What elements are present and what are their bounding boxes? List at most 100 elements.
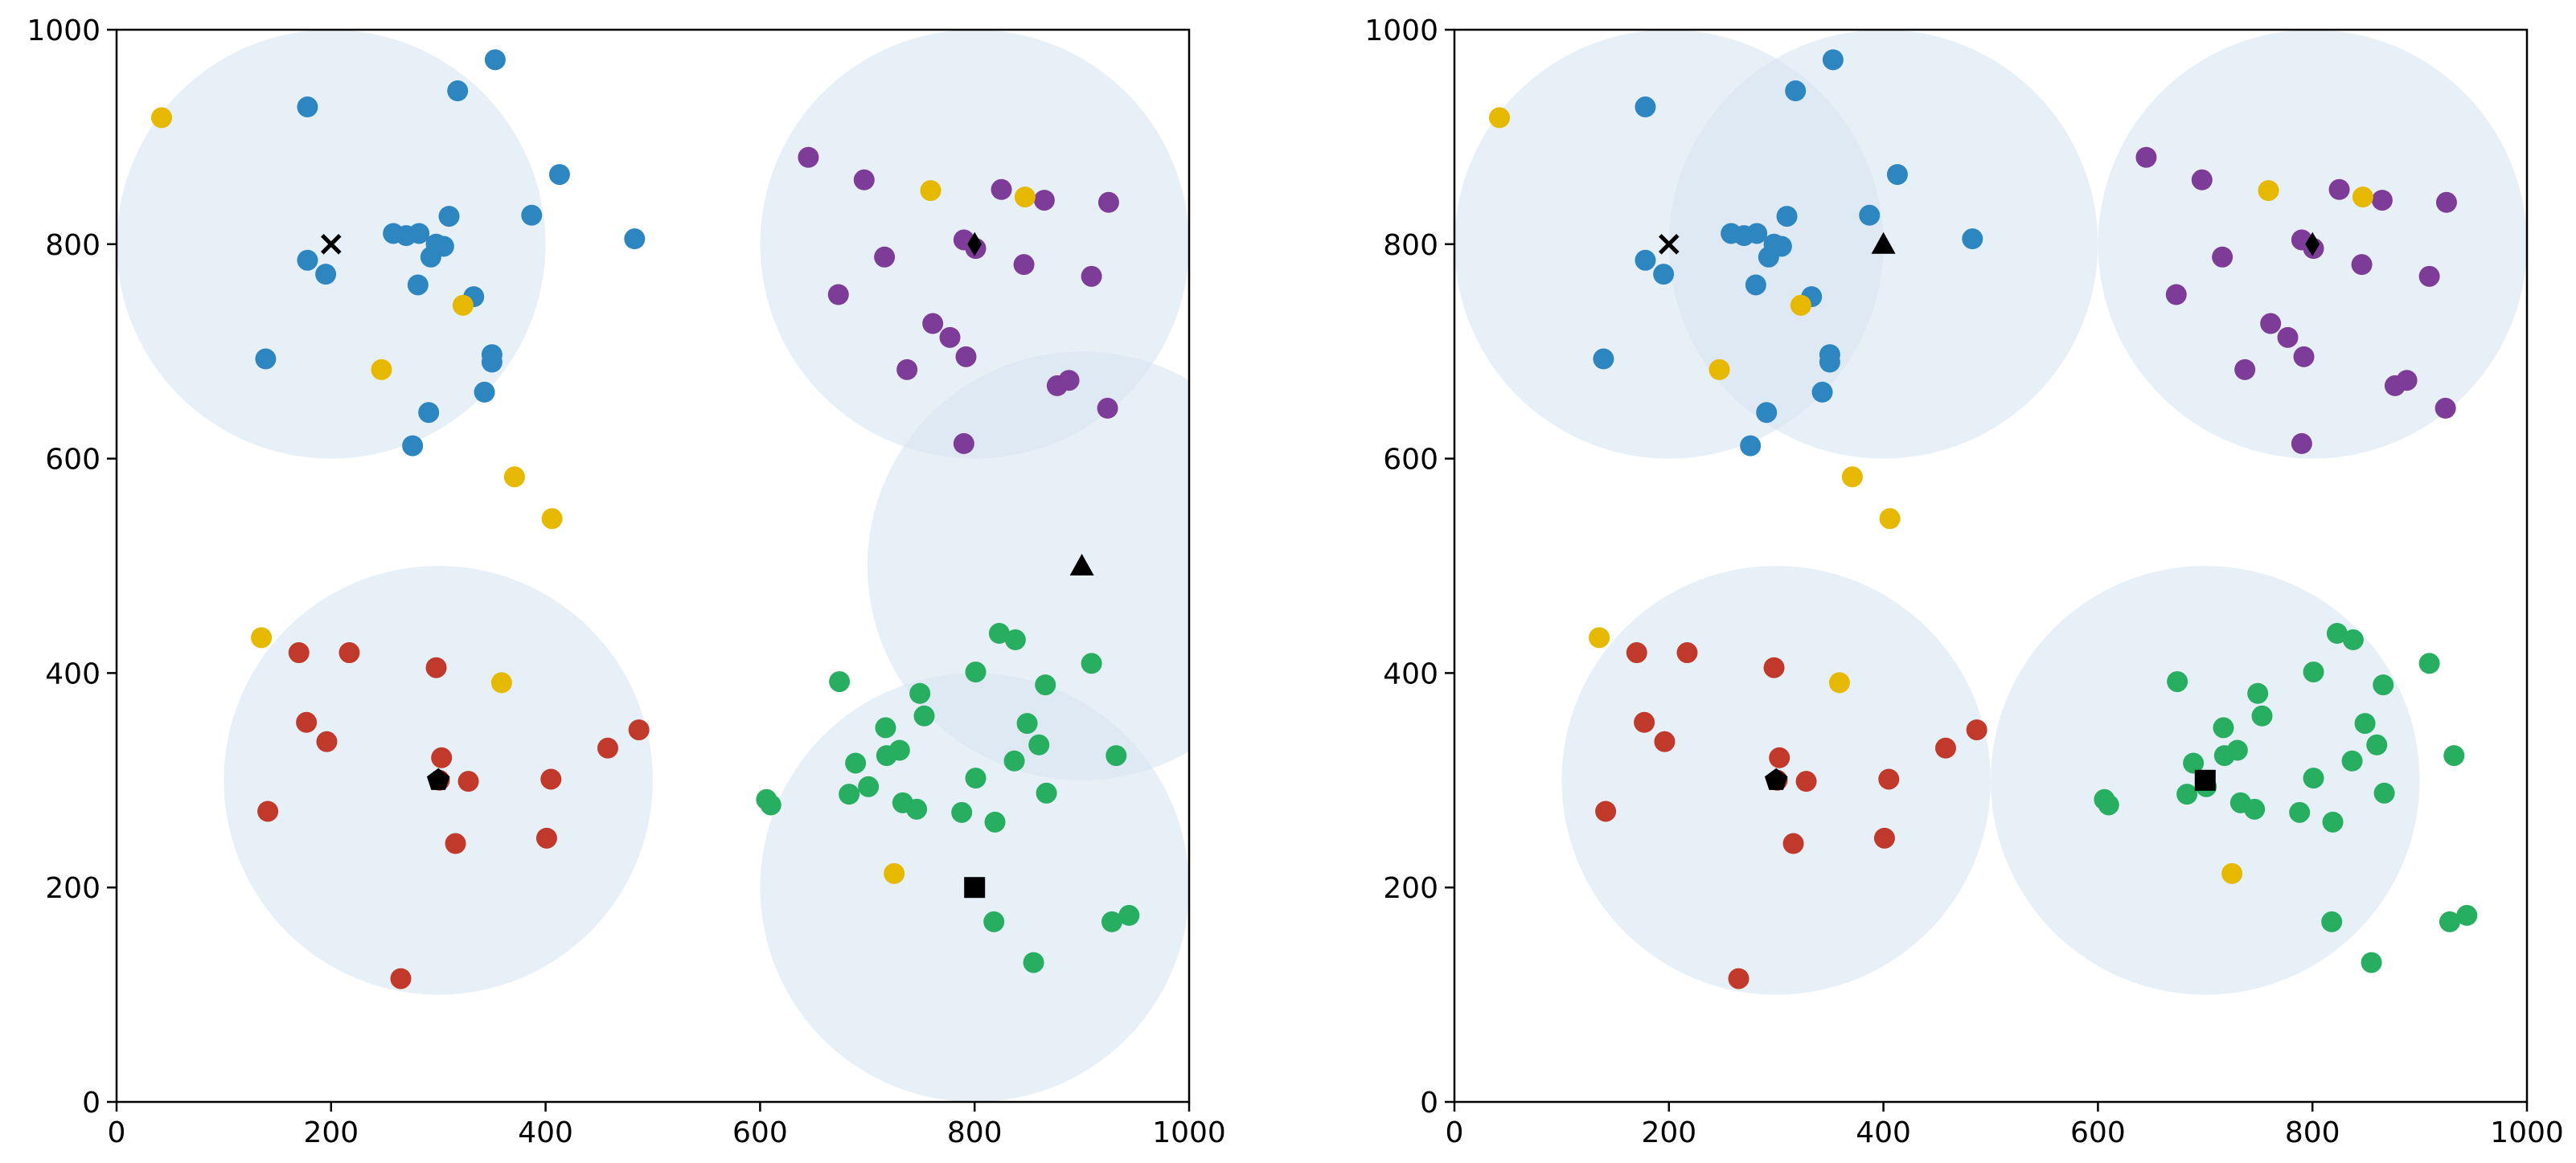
yellow-point	[371, 358, 392, 380]
green-point	[2183, 752, 2205, 774]
blue-point	[420, 246, 441, 268]
purple-point	[2434, 397, 2456, 419]
yellow-point	[251, 627, 273, 649]
red-point	[431, 747, 453, 768]
y-tick-label: 1000	[1364, 14, 1438, 47]
pentagon-center-marker	[1764, 768, 1788, 790]
red-point	[597, 737, 618, 759]
green-point	[906, 798, 928, 820]
green-point	[965, 661, 987, 683]
yellow-point	[2352, 186, 2373, 208]
green-point	[2456, 904, 2478, 926]
purple-point	[991, 178, 1012, 200]
blue-point	[1593, 348, 1614, 370]
yellow-point	[151, 107, 173, 129]
red-point	[257, 801, 279, 822]
blue-point	[1962, 228, 1983, 250]
red-point	[1626, 642, 1647, 664]
blue-point	[315, 264, 337, 285]
center-markers	[1659, 231, 2320, 791]
axes-frame	[115, 28, 1191, 1104]
red-point	[445, 833, 466, 854]
green-point	[2213, 717, 2234, 739]
green-point	[2244, 798, 2266, 820]
yellow-point	[1489, 107, 1511, 129]
green-point	[1035, 674, 1056, 696]
purple-point	[955, 346, 977, 367]
yellow-point	[1708, 358, 1730, 380]
axis-ticks: 0 200 400 600 800 1000 0 200 400 600 800 1000	[1364, 14, 2563, 1149]
green-point	[2354, 713, 2376, 735]
y-tick-label: 600	[45, 444, 100, 477]
green-point	[2303, 768, 2324, 789]
blue-point	[474, 381, 495, 403]
purple-point	[2212, 246, 2233, 268]
green-point	[2341, 750, 2363, 772]
blue-point	[1819, 351, 1840, 373]
yellow-point	[490, 672, 512, 694]
green-point	[2342, 629, 2364, 651]
blue-point	[624, 228, 646, 250]
blue-point	[1745, 274, 1766, 296]
purple-point	[827, 284, 849, 305]
red-point	[1676, 642, 1698, 664]
purple-point	[1097, 191, 1119, 213]
blue-point	[1811, 381, 1833, 403]
blue-point	[1635, 96, 1656, 118]
y-tick-label: 400	[45, 657, 100, 690]
green-point	[965, 768, 987, 789]
red-point	[1966, 719, 1987, 741]
green-point	[2439, 911, 2460, 932]
purple-point	[2435, 191, 2457, 213]
red-point	[1763, 657, 1785, 678]
purple-point	[1081, 265, 1102, 287]
coverage-circles	[117, 30, 1189, 1102]
purple-point	[2165, 284, 2187, 305]
red-point	[1878, 768, 1900, 790]
green-point	[913, 705, 935, 727]
axes-frame	[1453, 28, 2529, 1104]
purple-point	[2328, 178, 2350, 200]
blue-point	[1886, 164, 1908, 186]
red-point	[1873, 827, 1895, 849]
x-tick-label: 0	[108, 1116, 126, 1149]
blue-point	[1635, 249, 1656, 271]
green-point	[1101, 911, 1122, 932]
green-point	[951, 801, 973, 823]
yellow-point	[1828, 672, 1850, 694]
blue-point	[1653, 264, 1675, 285]
green-point	[988, 623, 1010, 645]
green-point	[2373, 674, 2394, 696]
blue-point	[548, 164, 570, 186]
green-point	[2443, 745, 2465, 767]
green-point	[909, 682, 931, 704]
green-point	[2213, 745, 2235, 767]
x-tick-label: 1000	[1152, 1116, 1226, 1149]
blue-point	[1859, 204, 1881, 226]
green-point	[876, 745, 897, 767]
green-point	[1004, 629, 1026, 651]
x-tick-label: 800	[2285, 1116, 2340, 1149]
red-point	[1795, 771, 1817, 792]
red-point	[457, 771, 479, 792]
green-point	[2247, 682, 2269, 704]
green-point	[2251, 705, 2273, 727]
green-point	[845, 752, 867, 774]
thin-diamond-center-marker	[967, 231, 982, 256]
green-point	[829, 671, 851, 693]
green-point	[984, 811, 1006, 833]
blue-point	[1756, 402, 1778, 424]
purple-point	[2351, 254, 2373, 276]
blue-point	[297, 249, 318, 271]
red-point	[1634, 711, 1655, 733]
purple-point	[2135, 146, 2157, 168]
green-point	[1118, 904, 1140, 926]
red-point	[1769, 747, 1790, 768]
blue-point	[408, 223, 430, 244]
purple-point	[2293, 346, 2315, 367]
green-point	[1023, 952, 1044, 973]
green-point	[760, 794, 781, 816]
green-point	[2366, 734, 2388, 756]
purple-point	[1033, 190, 1055, 211]
